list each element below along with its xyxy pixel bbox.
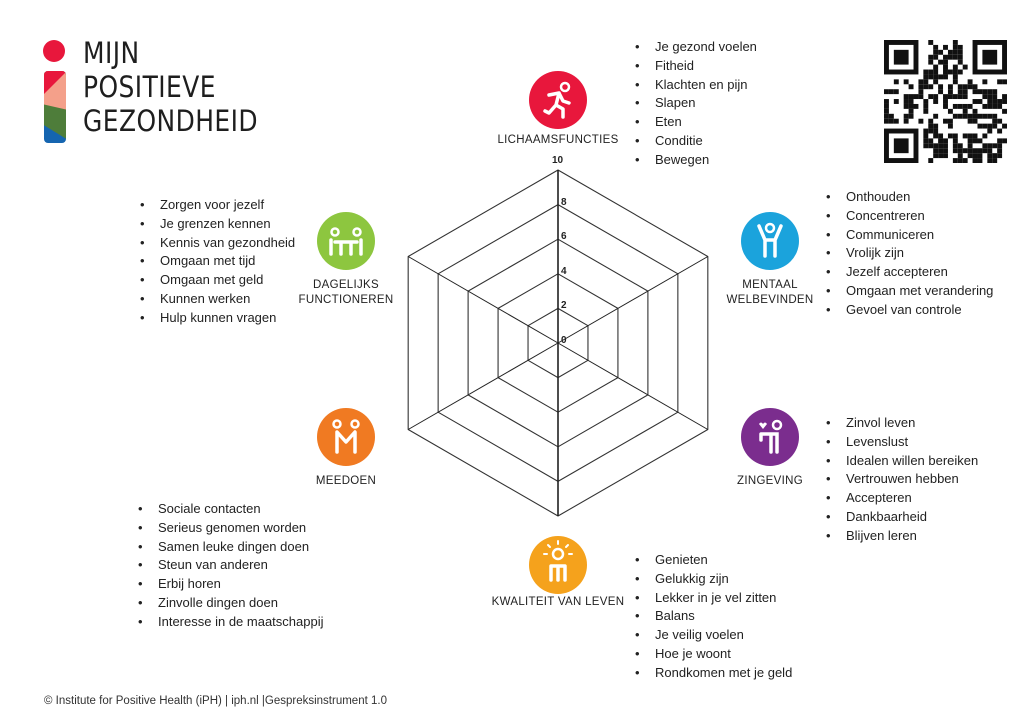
aspect-item: Fitheid <box>635 57 757 76</box>
aspect-item: Eten <box>635 113 757 132</box>
aspect-list-lichaamsfuncties: Je gezond voelenFitheidKlachten en pijnS… <box>635 38 757 170</box>
category-icon-zingeving <box>741 408 799 466</box>
aspect-item: Hulp kunnen vragen <box>140 309 295 328</box>
category-icon-mentaal <box>741 212 799 270</box>
category-label-kwaliteit: KWALITEIT VAN LEVEN <box>478 595 638 610</box>
axis-line <box>407 342 559 430</box>
aspect-item: Lekker in je vel zitten <box>635 589 792 608</box>
axis-line <box>557 342 709 430</box>
tick-label: 4 <box>561 265 567 277</box>
footer-copyright: © Institute for Positive Health (iPH) | … <box>44 695 387 707</box>
aspect-item: Je grenzen kennen <box>140 215 295 234</box>
aspect-item: Blijven leren <box>826 527 978 546</box>
aspect-item: Accepteren <box>826 489 978 508</box>
category-label-line: DAGELIJKS <box>313 279 379 291</box>
tick-label: 6 <box>561 231 567 243</box>
logo <box>42 40 68 151</box>
category-label-line: MEEDOEN <box>315 475 377 487</box>
people-at-table-icon <box>329 227 363 256</box>
aspect-item: Conditie <box>635 132 757 151</box>
category-label-line: MENTAAL <box>742 279 798 291</box>
aspect-item: Interesse in de maatschappij <box>138 613 323 632</box>
category-label-line: FUNCTIONEREN <box>298 294 394 306</box>
aspect-item: Kennis van gezondheid <box>140 234 295 253</box>
aspect-item: Omgaan met geld <box>140 271 295 290</box>
aspect-list-dagelijks: Zorgen voor jezelfJe grenzen kennenKenni… <box>140 196 295 328</box>
tick-label: 10 <box>552 155 564 166</box>
axis-line <box>557 256 709 344</box>
person-heart-icon <box>759 419 783 454</box>
aspect-item: Concentreren <box>826 207 993 226</box>
aspect-item: Bewegen <box>635 151 757 170</box>
aspect-item: Sociale contacten <box>138 500 323 519</box>
person-sun-icon <box>543 540 573 582</box>
tick-label: 8 <box>561 196 567 208</box>
two-people-icon <box>332 419 360 454</box>
aspect-item: Erbij horen <box>138 575 323 594</box>
aspect-list-zingeving: Zinvol levenLevenslustIdealen willen ber… <box>826 414 978 546</box>
aspect-item: Gelukkig zijn <box>635 570 792 589</box>
category-icon-lichaamsfuncties <box>529 71 587 129</box>
aspect-list-meedoen: Sociale contactenSerieus genomen wordenS… <box>138 500 323 632</box>
category-label-lichaamsfuncties: LICHAAMSFUNCTIES <box>478 133 638 148</box>
aspect-item: Zinvol leven <box>826 414 978 433</box>
aspect-item: Samen leuke dingen doen <box>138 538 323 557</box>
aspect-item: Vertrouwen hebben <box>826 470 978 489</box>
category-label-zingeving: ZINGEVING <box>690 474 850 489</box>
aspect-item: Kunnen werken <box>140 290 295 309</box>
aspect-item: Levenslust <box>826 433 978 452</box>
aspect-list-kwaliteit: GenietenGelukkig zijnLekker in je vel zi… <box>635 551 792 683</box>
category-label-line: LICHAAMSFUNCTIES <box>497 134 619 146</box>
tick-label: 0 <box>561 335 567 346</box>
aspect-list-mentaal: OnthoudenConcentrerenCommunicerenVrolijk… <box>826 188 993 320</box>
aspect-item: Dankbaarheid <box>826 508 978 527</box>
category-label-line: WELBEVINDEN <box>726 294 814 306</box>
aspect-item: Serieus genomen worden <box>138 519 323 538</box>
aspect-item: Slapen <box>635 94 757 113</box>
running-person-icon <box>543 81 571 119</box>
person-arms-up-icon <box>757 222 783 258</box>
aspect-item: Vrolijk zijn <box>826 244 993 263</box>
qr-code-icon[interactable] <box>884 40 1007 163</box>
category-label-mentaal: MENTAAL WELBEVINDEN <box>690 278 850 308</box>
category-icon-kwaliteit <box>529 536 587 594</box>
aspect-item: Idealen willen bereiken <box>826 452 978 471</box>
category-icon-meedoen <box>317 408 375 466</box>
category-label-meedoen: MEEDOEN <box>266 474 426 489</box>
aspect-item: Je veilig voelen <box>635 626 792 645</box>
logo-wordmark: MIJN POSITIEVE GEZONDHEID <box>83 36 259 138</box>
aspect-item: Klachten en pijn <box>635 76 757 95</box>
aspect-item: Hoe je woont <box>635 645 792 664</box>
aspect-item: Steun van anderen <box>138 556 323 575</box>
category-label-dagelijks: DAGELIJKS FUNCTIONEREN <box>266 278 426 308</box>
aspect-item: Gevoel van controle <box>826 301 993 320</box>
aspect-item: Zorgen voor jezelf <box>140 196 295 215</box>
aspect-item: Je gezond voelen <box>635 38 757 57</box>
tick-label: 2 <box>561 300 567 312</box>
aspect-item: Rondkomen met je geld <box>635 664 792 683</box>
aspect-item: Genieten <box>635 551 792 570</box>
category-icon-dagelijks <box>317 212 375 270</box>
aspect-item: Communiceren <box>826 226 993 245</box>
axis-line <box>407 256 559 344</box>
aspect-item: Omgaan met verandering <box>826 282 993 301</box>
aspect-item: Zinvolle dingen doen <box>138 594 323 613</box>
category-label-line: KWALITEIT VAN LEVEN <box>491 596 625 608</box>
aspect-item: Onthouden <box>826 188 993 207</box>
aspect-item: Jezelf accepteren <box>826 263 993 282</box>
logo-mark-icon <box>43 40 66 143</box>
aspect-item: Omgaan met tijd <box>140 252 295 271</box>
aspect-item: Balans <box>635 607 792 626</box>
category-label-line: ZINGEVING <box>737 475 803 487</box>
